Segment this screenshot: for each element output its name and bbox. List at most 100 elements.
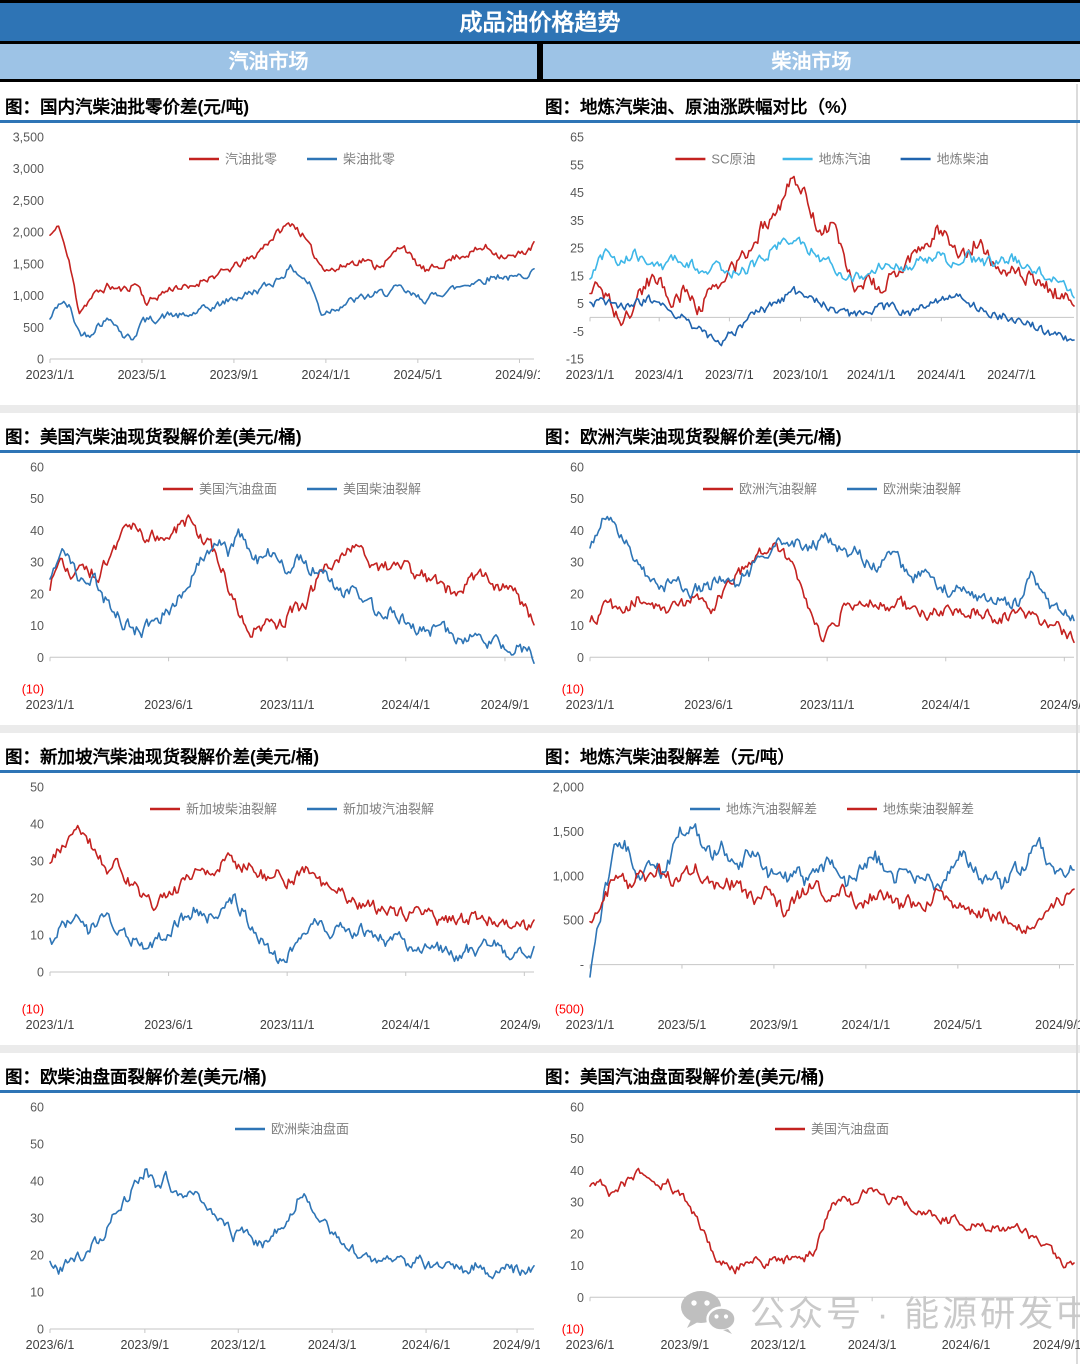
svg-text:地炼汽油: 地炼汽油 xyxy=(819,152,871,167)
svg-text:2023/1/1: 2023/1/1 xyxy=(566,698,615,712)
svg-text:0: 0 xyxy=(37,651,44,665)
tab-gasoline-market: 汽油市场 xyxy=(0,44,537,79)
svg-text:2023/7/1: 2023/7/1 xyxy=(705,368,754,382)
svg-text:2024/6/1: 2024/6/1 xyxy=(942,1338,991,1352)
svg-text:(10): (10) xyxy=(22,1003,44,1017)
chart-title: 图：欧洲汽柴油现货裂解价差(美元/桶) xyxy=(545,427,842,447)
svg-text:2024/1/1: 2024/1/1 xyxy=(842,1018,891,1032)
svg-text:美国柴油裂解: 美国柴油裂解 xyxy=(343,482,421,497)
svg-text:500: 500 xyxy=(563,914,584,928)
svg-text:欧洲柴油盘面: 欧洲柴油盘面 xyxy=(271,1122,349,1137)
chart-panel-refinery-vs-crude-change: 图：地炼汽柴油、原油涨跌幅对比（%） 65 55 45 35 25 15 5 -5 -15 202… xyxy=(540,88,1080,400)
chart-title: 图：地炼汽柴油裂解差（元/吨） xyxy=(545,747,795,767)
svg-text:25: 25 xyxy=(570,242,584,256)
svg-text:2024/9/1: 2024/9/1 xyxy=(493,1338,540,1352)
svg-text:1,000: 1,000 xyxy=(13,289,44,303)
chart-title: 图：美国汽柴油现货裂解价差(美元/桶) xyxy=(5,427,302,447)
y-axis-labels: 60 50 40 30 20 10 0 (10) xyxy=(22,461,44,697)
svg-text:新加坡汽油裂解: 新加坡汽油裂解 xyxy=(343,802,434,817)
svg-text:20: 20 xyxy=(30,587,44,601)
svg-text:2023/5/1: 2023/5/1 xyxy=(658,1018,707,1032)
series-lines xyxy=(49,514,535,664)
svg-text:50: 50 xyxy=(570,492,584,506)
svg-text:60: 60 xyxy=(30,461,44,475)
legend: SC原油 地炼汽油 地炼柴油 xyxy=(675,152,989,167)
svg-text:3,500: 3,500 xyxy=(13,131,44,145)
series-line-1 xyxy=(589,863,1075,935)
title-underline xyxy=(540,450,1080,453)
svg-text:2024/1/1: 2024/1/1 xyxy=(302,368,351,382)
svg-text:2023/6/1: 2023/6/1 xyxy=(144,698,193,712)
svg-text:3,000: 3,000 xyxy=(13,162,44,176)
x-axis-labels: 2023/1/1 2023/5/1 2023/9/1 2024/1/1 2024/5/1… xyxy=(26,368,540,382)
svg-text:0: 0 xyxy=(577,1291,584,1305)
title-underline xyxy=(0,1090,540,1093)
title-underline xyxy=(540,1090,1080,1093)
y-axis-labels: 65 55 45 35 25 15 5 -5 -15 xyxy=(566,131,584,367)
series-lines xyxy=(589,1167,1075,1275)
svg-text:1,000: 1,000 xyxy=(553,869,584,883)
legend: 美国汽油盘面 美国柴油裂解 xyxy=(163,482,421,497)
svg-text:2024/4/1: 2024/4/1 xyxy=(921,698,970,712)
svg-text:50: 50 xyxy=(30,1138,44,1152)
svg-text:10: 10 xyxy=(30,929,44,943)
svg-text:2024/3/1: 2024/3/1 xyxy=(848,1338,897,1352)
wechat-icon xyxy=(681,1290,736,1334)
svg-text:20: 20 xyxy=(30,1249,44,1263)
svg-text:2023/10/1: 2023/10/1 xyxy=(773,368,829,382)
svg-text:2024/9/1: 2024/9/1 xyxy=(1035,1018,1080,1032)
series-line-0 xyxy=(49,514,535,638)
svg-text:2024/4/1: 2024/4/1 xyxy=(917,368,966,382)
svg-text:2023/6/1: 2023/6/1 xyxy=(684,698,733,712)
x-axis xyxy=(589,964,1074,969)
x-axis xyxy=(589,656,1074,662)
chart-panel-refinery-crack-spread: 图：地炼汽柴油裂解差（元/吨） 2,000 1,500 1,000 500 - (500)… xyxy=(540,738,1080,1050)
chart-canvas-singapore-crack: 50 40 30 20 10 0 (10)2023/1/1 2023/6/1 2023/11/1… xyxy=(22,781,540,1033)
svg-text:20: 20 xyxy=(570,1227,584,1241)
top-border xyxy=(0,0,1080,3)
series-lines xyxy=(589,175,1075,347)
svg-text:2023/1/1: 2023/1/1 xyxy=(26,698,75,712)
svg-text:2024/5/1: 2024/5/1 xyxy=(934,1018,983,1032)
y-axis-labels: 3,500 3,000 2,500 2,000 1,500 1,000 500 0 xyxy=(13,131,44,367)
legend: 新加坡柴油裂解 新加坡汽油裂解 xyxy=(150,802,434,817)
y-axis-labels: 2,000 1,500 1,000 500 - (500) xyxy=(553,781,584,1017)
svg-text:2023/9/1: 2023/9/1 xyxy=(661,1338,710,1352)
svg-text:(10): (10) xyxy=(562,683,584,697)
chart-canvas-refinery-crack: 2,000 1,500 1,000 500 - (500)2023/1/1 2023/5/1… xyxy=(553,781,1080,1033)
x-axis-labels: 2023/1/1 2023/5/1 2023/9/1 2024/1/1 2024/5/1… xyxy=(566,1018,1080,1032)
x-axis-labels: 2023/1/1 2023/6/1 2023/11/1 2024/4/1 2024/9/… xyxy=(566,698,1080,712)
svg-text:60: 60 xyxy=(570,461,584,475)
x-axis-labels: 2023/6/1 2023/9/1 2023/12/1 2024/3/1 2024/6/… xyxy=(26,1338,540,1352)
chart-panel-eu-diesel-futures-crack: 图：欧柴油盘面裂解价差(美元/桶) 60 50 40 30 20 10 0 2023/6/1 2… xyxy=(0,1058,540,1370)
svg-text:2023/4/1: 2023/4/1 xyxy=(635,368,684,382)
svg-text:2,000: 2,000 xyxy=(13,226,44,240)
svg-text:(10): (10) xyxy=(562,1323,584,1337)
svg-text:35: 35 xyxy=(570,214,584,228)
svg-text:40: 40 xyxy=(30,1175,44,1189)
svg-text:2024/7/1: 2024/7/1 xyxy=(987,368,1036,382)
svg-text:1,500: 1,500 xyxy=(553,825,584,839)
svg-text:2023/9/1: 2023/9/1 xyxy=(750,1018,799,1032)
legend: 地炼汽油裂解差 地炼柴油裂解差 xyxy=(690,802,974,817)
svg-text:30: 30 xyxy=(30,855,44,869)
svg-text:30: 30 xyxy=(570,556,584,570)
title-underline xyxy=(0,450,540,453)
header-divider xyxy=(0,41,1080,44)
legend: 美国汽油盘面 xyxy=(775,1122,889,1137)
row-separator xyxy=(0,405,1080,413)
svg-text:2,500: 2,500 xyxy=(13,194,44,208)
svg-text:55: 55 xyxy=(570,158,584,172)
svg-text:50: 50 xyxy=(30,781,44,795)
svg-text:2023/11/1: 2023/11/1 xyxy=(260,698,315,712)
svg-text:新加坡柴油裂解: 新加坡柴油裂解 xyxy=(186,802,277,817)
svg-text:2023/6/1: 2023/6/1 xyxy=(26,1338,75,1352)
svg-text:2023/11/1: 2023/11/1 xyxy=(800,698,855,712)
svg-text:2023/1/1: 2023/1/1 xyxy=(26,368,75,382)
series-lines xyxy=(49,1168,535,1280)
svg-text:欧洲汽油裂解: 欧洲汽油裂解 xyxy=(739,482,817,497)
chart-title: 图：欧柴油盘面裂解价差(美元/桶) xyxy=(5,1067,267,1087)
y-axis-labels: 50 40 30 20 10 0 (10) xyxy=(22,781,44,1017)
svg-text:2023/1/1: 2023/1/1 xyxy=(566,368,615,382)
chart-panel-europe-spot-crack-spread: 图：欧洲汽柴油现货裂解价差(美元/桶) 60 50 40 30 20 10 0 (10) 202… xyxy=(540,418,1080,730)
